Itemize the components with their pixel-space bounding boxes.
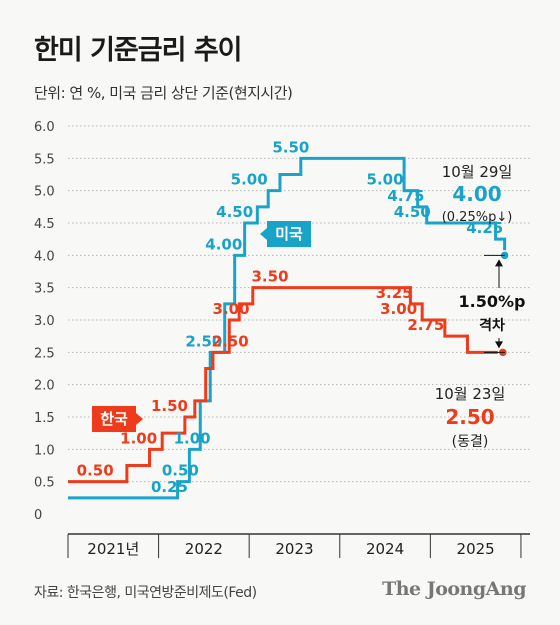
chart-title: 한미 기준금리 추이: [34, 35, 243, 66]
y-tick-label: 5.5: [34, 152, 55, 167]
korea-series-tag-text: 한국: [100, 410, 128, 428]
us-series-tag-box: [267, 221, 311, 247]
x-tick-label: 2025: [457, 540, 495, 558]
us-value-label: 4.50: [216, 203, 253, 221]
y-tick-label: 4.0: [34, 249, 55, 264]
us-value-label: 0.25: [151, 478, 188, 496]
korea-value-label: 0.50: [77, 462, 114, 480]
y-tick-label: 0.5: [34, 476, 55, 491]
y-tick-label: 4.5: [34, 217, 55, 232]
korea-series-tag-pointer: [136, 413, 143, 425]
gap-arrow-down: [495, 341, 503, 349]
us-value-label: 2.50: [185, 332, 222, 350]
korea-rate-line: [68, 286, 503, 484]
source-note: 자료: 한국은행, 미국연방준비제도(Fed): [34, 585, 257, 601]
y-tick-label: 2.5: [34, 346, 55, 361]
korea-value-label: 1.50: [151, 397, 188, 415]
us-value-label: 4.00: [205, 235, 242, 253]
korea-value-label: 2.75: [407, 316, 444, 334]
korea-series-tag: 한국: [92, 406, 143, 432]
y-tick-label: 3.5: [34, 282, 55, 297]
y-tick-label: 5.0: [34, 185, 55, 200]
x-tick-label: 2021년: [87, 540, 139, 558]
unit-note: 단위: 연 %, 미국 금리 상단 기준(현지시간): [34, 84, 293, 102]
korea-value-label: 3.50: [252, 268, 289, 286]
us-series-tag-text: 미국: [275, 225, 303, 243]
publisher-logo: The JoongAng: [382, 578, 526, 600]
kr-value-annotation: 2.50: [445, 405, 494, 429]
us-series-tag: 미국: [260, 221, 311, 247]
korea-value-label: 3.00: [380, 300, 417, 318]
us-change-annotation: (0.25%p↓): [442, 210, 513, 225]
us-value-label: 4.50: [394, 203, 431, 221]
korea-value-label: 3.00: [213, 300, 250, 318]
y-tick-label: 6.0: [34, 120, 55, 135]
y-tick-label: 1.5: [34, 411, 55, 426]
y-tick-label: 0: [34, 508, 42, 523]
korea-value-label: 1.00: [120, 429, 157, 447]
y-tick-label: 2.0: [34, 379, 55, 394]
gap-arrow-up: [495, 259, 503, 267]
us-value-label: 5.00: [367, 171, 404, 189]
us-value-label: 5.00: [231, 171, 268, 189]
us-value-annotation: 4.00: [452, 182, 501, 206]
x-tick-label: 2024: [366, 540, 404, 558]
kr-status-annotation: (동결): [452, 434, 489, 450]
gap-label-annotation: 격차: [479, 317, 505, 334]
us-rate-line: [68, 156, 507, 500]
korea-series-tag-box: [92, 406, 136, 432]
x-tick-label: 2022: [185, 540, 223, 558]
us-value-label: 4.75: [387, 187, 424, 205]
us-series-tag-pointer: [260, 228, 267, 240]
us-value-label: 5.50: [272, 138, 309, 156]
y-tick-label: 1.0: [34, 443, 55, 458]
us-value-label: 1.00: [174, 429, 211, 447]
gap-value-annotation: 1.50%p: [459, 292, 526, 311]
y-tick-label: 3.0: [34, 314, 55, 329]
us-value-label: 0.50: [162, 462, 199, 480]
kr-date-annotation: 10월 23일: [435, 385, 506, 403]
us-value-label: 4.25: [466, 219, 503, 237]
korea-value-label: 2.50: [212, 332, 249, 350]
x-tick-label: 2023: [275, 540, 313, 558]
korea-value-label: 3.25: [376, 284, 413, 302]
us-date-annotation: 10월 29일: [442, 163, 513, 181]
